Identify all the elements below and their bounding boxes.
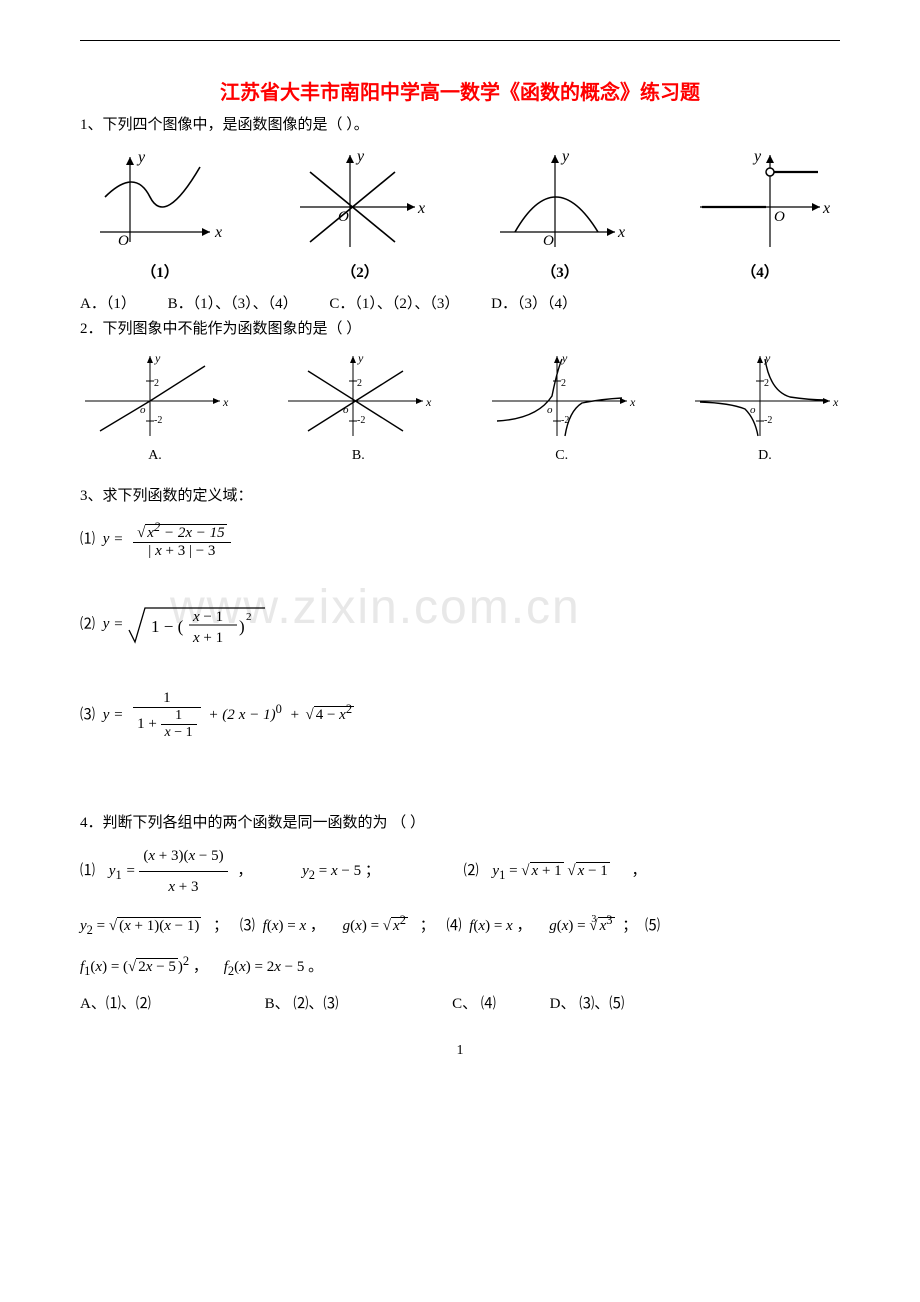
svg-text:o: o [547,404,553,416]
graph2-d-label: D. [690,448,840,464]
svg-text:x: x [214,224,222,241]
q3-1: ⑴ y = √x2 − 2x − 15 | x + 3 | − 3 [80,520,840,560]
q4-options: A、⑴、⑵ B、 ⑵、⑶ C、 ⑷ D、 ⑶、⑸ [80,992,840,1013]
svg-text:O: O [118,233,129,249]
q1-opt-d: D．（3）（4） [491,296,577,312]
svg-text:y: y [136,149,146,166]
svg-text:1 − (: 1 − ( [151,617,184,636]
q1-options: A．（1） B．（1）、（3）、（4） C．（1）、（2）、（3） D．（3）（… [80,292,840,313]
svg-text:-2: -2 [764,415,772,426]
q4-opt-b: B、 ⑵、⑶ [265,996,339,1012]
graph-3-label: （3） [490,261,630,282]
graph-2-label: （2） [290,261,430,282]
q4-text: 4．判断下列各组中的两个函数是同一函数的为 （ ） [80,811,840,835]
q3-2: ⑵ y = 1 − ( x − 1 x + 1 ) 2 [80,600,840,650]
graph2-b-label: B. [283,448,433,464]
svg-text:x: x [617,224,625,241]
graph2-a-label: A. [80,448,230,464]
svg-text:O: O [543,233,554,249]
q1-opt-c: C．（1）、（2）、（3） [329,296,459,312]
q3-3-prefix: ⑶ [80,707,95,723]
graph2-c: x y o 2 -2 C. [487,351,637,464]
svg-text:x: x [425,395,432,409]
q3-3: ⑶ y = 1 1 + 1 x − 1 + (2x − 1)0 + √4 − x… [80,690,840,741]
svg-text:y: y [560,148,570,165]
q4-p1: ⑴ [80,863,95,879]
graph-row-1: x y O （1） x y O （2） [80,147,840,282]
q3-text: 3、求下列函数的定义域： [80,484,840,508]
content-wrapper: 江苏省大丰市南阳中学高一数学《函数的概念》练习题 1、下列四个图像中，是函数图像… [80,40,840,1059]
svg-text:2: 2 [246,611,252,623]
svg-text:x + 1: x + 1 [192,630,223,646]
graph2-c-label: C. [487,448,637,464]
svg-text:x: x [822,200,830,217]
page-title: 江苏省大丰市南阳中学高一数学《函数的概念》练习题 [80,76,840,105]
q4-opt-d: D、 ⑶、⑸ [550,996,625,1012]
svg-text:y: y [154,351,161,365]
svg-text:x − 1: x − 1 [192,609,223,625]
svg-text:-2: -2 [357,415,365,426]
graph-4-label: （4） [690,261,830,282]
q1-text: 1、下列四个图像中，是函数图像的是（ ）。 [80,113,840,137]
svg-text:x: x [629,395,636,409]
svg-text:-2: -2 [154,415,162,426]
q4-p2: ⑵ [464,863,479,879]
q4-opt-a: A、⑴、⑵ [80,996,151,1012]
q4-opt-c: C、 ⑷ [452,996,496,1012]
graph2-a: x y o 2 -2 A. [80,351,230,464]
q4-body-2: y2 = √(x + 1)(x − 1) ； ⑶ f(x) = x ， g(x)… [80,908,840,943]
q3-1-prefix: ⑴ [80,531,95,547]
graph-row-2: x y o 2 -2 A. x y o 2 [80,351,840,464]
q4-p3: ⑶ [240,918,255,934]
svg-text:2: 2 [357,378,362,389]
svg-text:x: x [222,395,229,409]
q4-p5: ⑸ [645,918,660,934]
q1-opt-b: B．（1）、（3）、（4） [168,296,298,312]
top-rule [80,40,840,41]
svg-text:): ) [239,617,245,636]
graph2-b: x y o 2 -2 B. [283,351,433,464]
svg-text:y: y [357,351,364,365]
q1-opt-a: A．（1） [80,296,136,312]
q4-p4: ⑷ [446,918,461,934]
svg-text:y: y [355,148,365,165]
svg-text:2: 2 [561,378,566,389]
svg-text:y: y [561,351,568,365]
graph-1: x y O （1） [90,147,230,282]
svg-text:o: o [750,404,756,416]
graph-1-label: （1） [90,261,230,282]
q3-2-prefix: ⑵ [80,616,95,632]
svg-text:x: x [417,200,425,217]
graph-4: x y O （4） [690,147,830,282]
q4-body: ⑴ y1 = (x + 3)(x − 5) x + 3 ， y2 = x − 5… [80,841,840,902]
graph2-d: x y o 2 -2 D. [690,351,840,464]
svg-text:y: y [752,148,762,165]
svg-text:2: 2 [764,378,769,389]
graph-2: x y O （2） [290,147,430,282]
svg-text:x: x [832,395,839,409]
page-number: 1 [80,1043,840,1059]
q4-body-3: f1(x) = (√2x − 5)2 ， f2(x) = 2x − 5 。 [80,949,840,984]
svg-text:2: 2 [154,378,159,389]
q2-text: 2．下列图象中不能作为函数图象的是（ ） [80,317,840,341]
svg-text:O: O [774,209,785,225]
graph-3: x y O （3） [490,147,630,282]
